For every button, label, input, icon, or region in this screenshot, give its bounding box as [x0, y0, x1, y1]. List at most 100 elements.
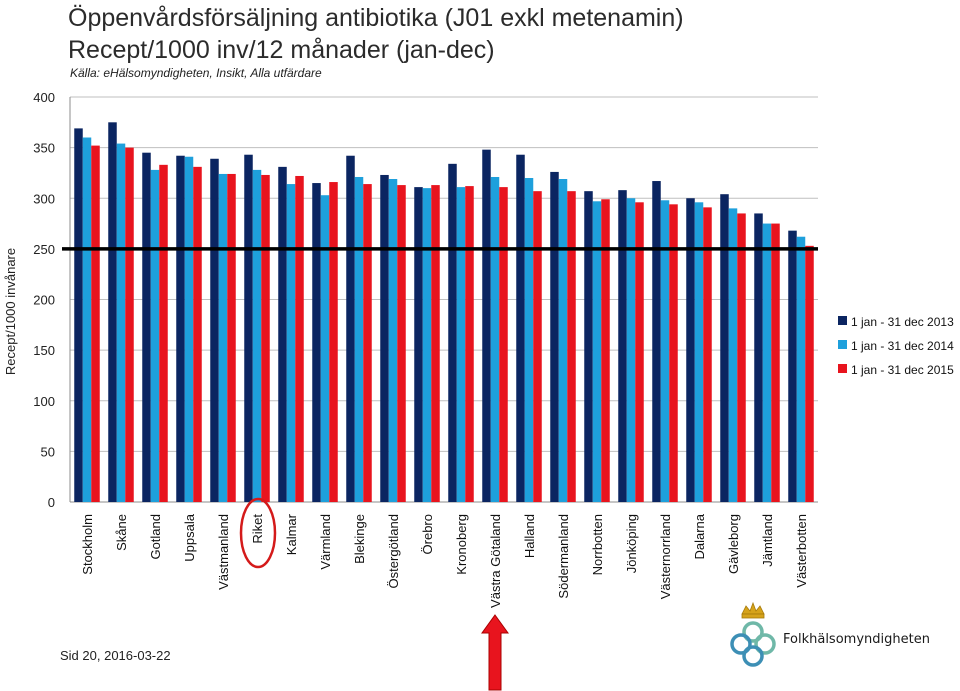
bar-Gotland-3 — [159, 164, 168, 502]
y-tick-label: 0 — [48, 495, 55, 510]
knot-emblem-icon — [730, 621, 776, 667]
bar-Västmanland-3 — [227, 173, 236, 502]
y-axis-label: Recept/1000 invånare — [3, 248, 18, 375]
x-tick-label: Skåne — [114, 514, 129, 551]
bar-Kalmar-3 — [295, 175, 304, 502]
x-tick-label: Västernorrland — [658, 514, 673, 599]
x-tick-label: Västerbotten — [794, 514, 809, 588]
x-tick-label: Örebro — [420, 514, 435, 554]
bar-Jönköping-3 — [635, 202, 644, 503]
bar-Kronoberg-1 — [448, 163, 457, 502]
legend-swatch — [838, 364, 847, 373]
x-tick-label: Riket — [250, 514, 265, 544]
legend-label: 1 jan - 31 dec 2014 — [851, 339, 954, 353]
bar-Gävleborg-2 — [728, 208, 738, 502]
bar-Södermanland-2 — [558, 179, 568, 502]
bar-Skåne-3 — [125, 147, 134, 502]
bar-Södermanland-1 — [550, 171, 559, 503]
chart-title-line-2: Recept/1000 inv/12 månader (jan-dec) — [68, 36, 495, 64]
bar-Västmanland-1 — [210, 158, 219, 502]
bar-Halland-3 — [533, 191, 542, 502]
bar-Gävleborg-1 — [720, 194, 729, 502]
bar-Skåne-2 — [116, 143, 126, 502]
bar-Östergötland-3 — [397, 185, 406, 502]
y-tick-label: 100 — [33, 394, 55, 409]
x-tick-label: Jämtland — [760, 514, 775, 567]
bar-Uppsala-3 — [193, 166, 202, 503]
bar-Blekinge-2 — [354, 176, 364, 503]
x-tick-label: Värmland — [318, 514, 333, 570]
bar-Gotland-1 — [142, 152, 151, 502]
highlight-ellipse — [239, 497, 277, 569]
bar-Västra Götaland-3 — [499, 187, 508, 503]
bar-Halland-2 — [524, 178, 534, 502]
bar-Kronoberg-2 — [456, 187, 466, 503]
crown-icon — [741, 601, 765, 619]
chart-title-line-1: Öppenvårdsförsäljning antibiotika (J01 e… — [68, 4, 684, 32]
x-tick-label: Gävleborg — [726, 514, 741, 574]
bar-Gotland-2 — [150, 169, 160, 502]
bar-Norrbotten-1 — [584, 191, 593, 502]
chart-title: Öppenvårdsförsäljning antibiotika (J01 e… — [68, 2, 684, 66]
x-tick-label: Blekinge — [352, 514, 367, 564]
x-tick-label: Jönköping — [624, 514, 639, 573]
bar-Blekinge-3 — [363, 184, 372, 502]
bar-Örebro-3 — [431, 185, 440, 502]
x-tick-label: Kalmar — [284, 513, 299, 555]
bar-Västerbotten-1 — [788, 230, 797, 502]
bar-Västerbotten-2 — [796, 236, 806, 502]
bar-Gävleborg-3 — [737, 213, 746, 502]
arrow-up-icon — [481, 614, 509, 691]
x-tick-label: Norrbotten — [590, 514, 605, 575]
bar-Västra Götaland-1 — [482, 149, 491, 502]
bar-Västmanland-2 — [218, 173, 228, 502]
bar-Södermanland-3 — [567, 191, 576, 502]
legend-label: 1 jan - 31 dec 2015 — [851, 363, 954, 377]
x-tick-label: Västmanland — [216, 514, 231, 590]
bar-Dalarna-1 — [686, 198, 695, 502]
bar-Örebro-1 — [414, 187, 423, 503]
legend-label: 1 jan - 31 dec 2013 — [851, 315, 954, 329]
bar-Östergötland-2 — [388, 179, 398, 502]
bar-Kronoberg-3 — [465, 186, 474, 502]
bar-Värmland-3 — [329, 182, 338, 503]
logo-text: Folkhälsomyndigheten — [783, 632, 930, 647]
bar-Värmland-1 — [312, 183, 321, 502]
bar-Uppsala-2 — [184, 156, 194, 503]
page-footer: Sid 20, 2016-03-22 — [60, 648, 171, 663]
bar-Stockholm-1 — [74, 128, 83, 502]
y-tick-label: 200 — [33, 293, 55, 308]
y-tick-label: 300 — [33, 191, 55, 206]
x-tick-label: Dalarna — [692, 513, 707, 559]
bar-Västra Götaland-2 — [490, 176, 500, 503]
bar-Stockholm-2 — [82, 137, 92, 502]
bar-Riket-1 — [244, 154, 253, 502]
bar-Riket-2 — [252, 169, 262, 502]
bar-Jönköping-1 — [618, 190, 627, 502]
bar-Halland-1 — [516, 154, 525, 502]
y-tick-label: 250 — [33, 242, 55, 257]
bar-Jämtland-2 — [762, 223, 772, 502]
chart-source: Källa: eHälsomyndigheten, Insikt, Alla u… — [70, 66, 322, 80]
bar-Kalmar-1 — [278, 166, 287, 503]
y-tick-label: 350 — [33, 141, 55, 156]
y-tick-label: 50 — [41, 444, 55, 459]
bar-Dalarna-3 — [703, 207, 712, 503]
legend-swatch — [838, 316, 847, 325]
bar-Östergötland-1 — [380, 174, 389, 502]
bar-Västerbotten-3 — [805, 245, 814, 502]
bar-Örebro-2 — [422, 188, 432, 502]
bar-Uppsala-1 — [176, 155, 185, 502]
bar-Blekinge-1 — [346, 155, 355, 502]
x-tick-label: Stockholm — [80, 514, 95, 575]
bar-Värmland-2 — [320, 195, 330, 502]
bar-Jönköping-2 — [626, 198, 636, 502]
legend-swatch — [838, 340, 847, 349]
y-tick-label: 400 — [33, 90, 55, 105]
bar-Västernorrland-2 — [660, 200, 670, 502]
bar-Västernorrland-3 — [669, 204, 678, 502]
folkhalsomyndigheten-logo — [730, 601, 776, 667]
bar-Kalmar-2 — [286, 184, 296, 502]
bar-Riket-3 — [261, 174, 270, 502]
